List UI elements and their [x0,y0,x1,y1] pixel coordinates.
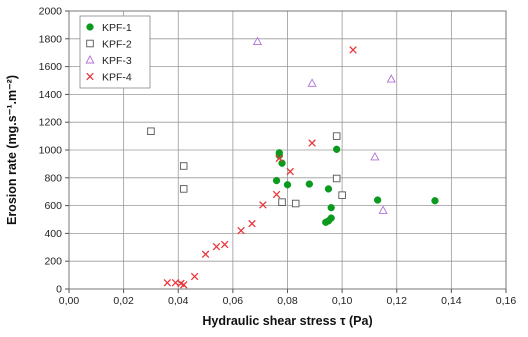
data-point-kpf-1 [327,204,335,212]
y-axis-label: Erosion rate (mg.s⁻¹.m⁻²) [5,75,19,225]
y-tick-label: 0 [56,284,62,296]
data-point-kpf-1 [373,196,382,204]
legend-marker-kpf-4 [86,72,94,81]
data-point-kpf-1 [322,218,330,226]
data-point-kpf-4 [212,242,221,251]
y-tick-label: 1400 [39,89,63,101]
x-tick-label: 0,16 [496,295,517,307]
x-tick-label: 0,04 [168,295,189,307]
data-point-kpf-4 [237,226,245,235]
y-tick-label: 1200 [39,117,63,129]
data-point-kpf-1 [305,180,314,188]
legend-label-kpf-2: KPF-2 [102,39,132,51]
data-point-kpf-4 [259,201,267,209]
data-point-kpf-1 [431,197,439,205]
y-tick-label: 800 [44,172,62,184]
x-tick-label: 0,10 [332,295,353,307]
data-point-kpf-2 [332,132,341,140]
x-tick-label: 0,14 [441,295,462,307]
y-tick-label: 2000 [39,6,63,18]
data-point-kpf-4 [272,190,281,199]
data-point-kpf-2 [179,185,188,193]
x-tick-label: 0,06 [223,295,244,307]
x-axis-label: Hydraulic shear stress τ (Pa) [202,314,372,328]
data-point-kpf-4 [220,240,229,249]
x-axis-ticks: 0,00 0,02 0,04 0,06 0,08 0,10 0,12 0,14 0,16 [59,289,517,307]
data-point-kpf-4 [201,250,210,259]
data-point-kpf-3 [307,78,317,87]
data-point-kpf-1 [324,185,333,193]
data-point-kpf-4 [179,281,188,289]
x-tick-label: 0,08 [277,295,298,307]
x-tick-label: 0,12 [387,295,408,307]
data-point-kpf-1 [283,181,292,189]
legend-marker-kpf-1 [86,23,94,31]
data-point-kpf-2 [291,199,300,208]
y-tick-label: 600 [44,200,62,212]
legend-label-kpf-3: KPF-3 [102,55,132,67]
data-point-kpf-4 [163,278,172,287]
y-axis-ticks: 0 200 400 600 800 1000 1200 1400 1600 1800 2000 [39,6,69,296]
data-point-kpf-3 [252,36,263,46]
data-point-kpf-1 [333,145,341,153]
data-point-kpf-2 [338,191,346,199]
data-point-kpf-4 [286,167,294,176]
data-point-kpf-4 [349,46,357,54]
legend-label-kpf-4: KPF-4 [102,72,132,84]
data-point-kpf-4 [248,219,256,228]
y-tick-label: 1800 [39,33,63,45]
y-tick-label: 1000 [39,145,63,157]
x-tick-label: 0,00 [59,295,80,307]
data-points [147,36,439,289]
data-point-kpf-2 [332,174,341,183]
data-point-kpf-2 [278,198,286,206]
y-tick-label: 200 [44,256,62,268]
data-point-kpf-2 [147,127,155,135]
data-point-kpf-3 [386,74,396,83]
data-point-kpf-3 [378,205,388,214]
data-point-kpf-1 [272,176,281,185]
legend-marker-kpf-2 [86,39,94,48]
data-point-kpf-3 [370,152,380,161]
legend-marker-kpf-3 [85,55,95,64]
data-point-kpf-2 [179,162,188,170]
data-point-kpf-4 [275,154,284,163]
legend: KPF-1 KPF-2 KPF-3 KPF-4 [79,15,151,89]
y-tick-label: 400 [44,228,62,240]
x-tick-label: 0,02 [113,295,134,307]
legend-label-kpf-1: KPF-1 [102,22,132,34]
data-point-kpf-1 [278,159,286,167]
data-point-kpf-4 [308,139,316,147]
data-point-kpf-4 [190,272,199,281]
y-tick-label: 1600 [39,61,63,73]
